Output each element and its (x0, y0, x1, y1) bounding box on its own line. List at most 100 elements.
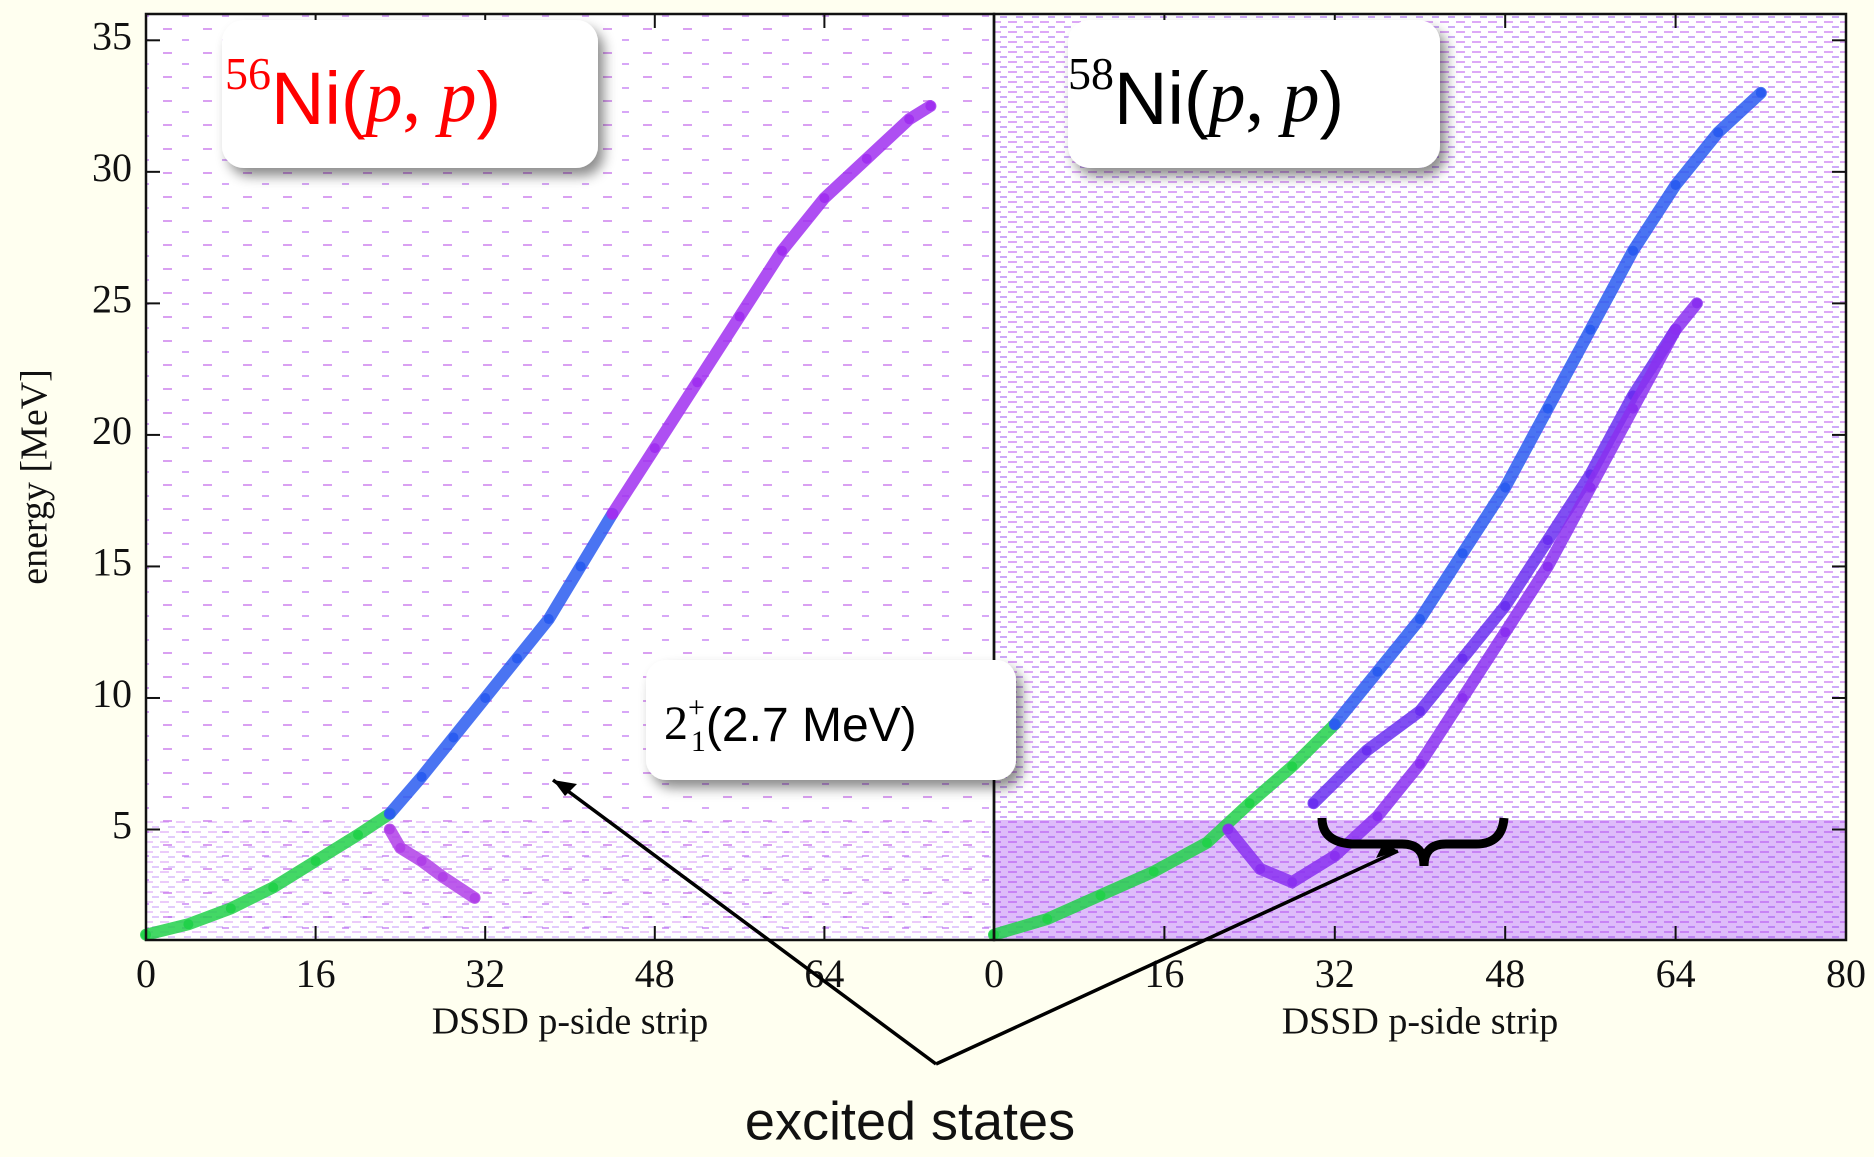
label-box (1068, 20, 1440, 168)
ridge-point (925, 101, 936, 112)
ridge-point (1585, 324, 1596, 335)
label-box (222, 20, 598, 168)
ridge-point (384, 824, 395, 835)
ridge-point (1500, 600, 1511, 611)
ridge-point (1223, 824, 1234, 835)
ridge-point (777, 245, 787, 256)
ridge-point (480, 692, 491, 703)
ridge-point (1542, 535, 1553, 546)
x-tick-label: 48 (635, 951, 675, 996)
y-tick-label: 10 (92, 671, 132, 716)
brace (1317, 817, 1509, 867)
ridge-point (1500, 627, 1511, 638)
ridge-point (416, 856, 427, 867)
ridge-point (310, 856, 321, 867)
ridge-point (607, 508, 618, 519)
y-tick-label: 30 (92, 145, 132, 190)
ridge-point (1244, 798, 1255, 809)
arrow (551, 778, 1399, 1066)
ridge-point (1308, 798, 1319, 809)
ridge-point (1255, 863, 1266, 874)
panel-label: 58Ni(p, p) (1068, 48, 1344, 140)
ridge-point (1457, 692, 1468, 703)
x-axis-label: DSSD p-side strip (432, 1001, 709, 1043)
ridge-point (1329, 850, 1340, 861)
ridge-point (512, 653, 522, 664)
frame (992, 12, 1848, 942)
ridge-point (1691, 298, 1702, 309)
ridge-point (904, 114, 915, 125)
y-tick-label: 5 (112, 803, 132, 848)
ridge-point (469, 892, 480, 903)
ridge-point (575, 561, 586, 572)
y-tick-label: 35 (92, 13, 132, 58)
x-tick-label: 64 (804, 951, 844, 996)
ridge-point (1670, 324, 1681, 335)
ridge-point (692, 377, 703, 388)
y-tick-label: 25 (92, 277, 132, 322)
ridge-point (1095, 890, 1106, 901)
state-label: 2+ 1(2.7 MeV) (664, 691, 917, 758)
ridge-point (437, 871, 448, 882)
ridge-point (1755, 87, 1766, 98)
x-tick-label: 80 (1826, 951, 1866, 996)
ridge-point (1148, 866, 1159, 877)
ridge-point (1042, 913, 1053, 924)
background-counts (994, 14, 1846, 940)
ridge-point (1415, 614, 1425, 625)
ridge-point (1542, 561, 1553, 572)
label-box (646, 660, 1016, 780)
ridge-point (416, 771, 427, 782)
ridge-point (1372, 811, 1383, 822)
ridge-point (1670, 179, 1681, 190)
y-tick-label: 20 (92, 408, 132, 453)
ridge (988, 718, 1341, 941)
x-tick-label: 48 (1485, 951, 1525, 996)
ridge-point (1415, 706, 1425, 717)
x-axis-label: DSSD p-side strip (1282, 1001, 1559, 1043)
marks (140, 86, 1767, 941)
ridge-point (1457, 548, 1468, 559)
x-tick-label: 32 (1315, 951, 1355, 996)
annotation: excited states (745, 1091, 1075, 1151)
x-tick-label: 64 (1656, 951, 1696, 996)
ridge-point (1287, 761, 1298, 772)
ridge-point (1628, 245, 1638, 256)
ridge-point (1585, 482, 1596, 493)
ridge (383, 507, 619, 820)
ridge-point (225, 903, 236, 914)
x-tick-label: 0 (136, 951, 156, 996)
x-tick-label: 32 (465, 951, 505, 996)
ridge-point (395, 842, 406, 853)
ridge-point (1628, 403, 1638, 414)
ridge-point (649, 443, 660, 454)
ridge-point (1202, 837, 1212, 848)
ridge-point (268, 882, 279, 893)
ridge-point (734, 311, 745, 322)
x-tick-label: 0 (984, 951, 1004, 996)
ridge-point (1713, 127, 1724, 138)
ridge-point (384, 808, 395, 819)
ridge-point (1500, 482, 1511, 493)
panel-label: 56Ni(p, p) (225, 48, 501, 140)
ridge-point (861, 153, 872, 164)
ridge-point (1415, 758, 1425, 769)
ridge-point (1361, 745, 1372, 756)
ridge-point (543, 614, 554, 625)
ridge-point (819, 193, 830, 204)
y-tick-label: 15 (92, 540, 132, 585)
ridge-point (1457, 653, 1468, 664)
ridge-point (1329, 719, 1340, 730)
background-counts (146, 820, 994, 940)
ridge-point (1542, 403, 1553, 414)
y-axis-label: energy [MeV] (14, 369, 56, 585)
ridge-point (1287, 877, 1298, 888)
x-tick-label: 16 (296, 951, 336, 996)
ridge-point (183, 919, 194, 930)
ridge-point (1372, 666, 1383, 677)
ridge-point (448, 732, 459, 743)
ridge-point (353, 829, 363, 840)
